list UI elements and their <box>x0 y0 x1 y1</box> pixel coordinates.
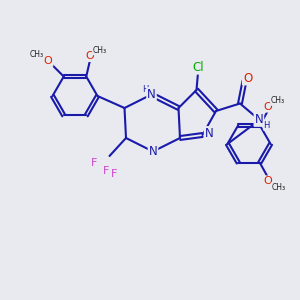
Text: CH₃: CH₃ <box>93 46 107 55</box>
Text: N: N <box>148 145 158 158</box>
Text: H: H <box>263 121 270 130</box>
Text: F: F <box>91 158 98 169</box>
Text: O: O <box>264 176 273 186</box>
Text: CH₃: CH₃ <box>271 96 285 105</box>
Text: O: O <box>44 56 52 66</box>
Text: F: F <box>103 166 110 176</box>
Text: O: O <box>264 102 273 112</box>
Text: Cl: Cl <box>192 61 204 74</box>
Text: CH₃: CH₃ <box>30 50 44 59</box>
Text: F: F <box>111 169 117 179</box>
Text: O: O <box>85 51 94 61</box>
Text: O: O <box>243 71 252 85</box>
Text: H: H <box>142 85 148 94</box>
Text: N: N <box>254 113 263 126</box>
Text: N: N <box>205 127 214 140</box>
Text: CH₃: CH₃ <box>271 183 286 192</box>
Text: N: N <box>147 88 156 101</box>
